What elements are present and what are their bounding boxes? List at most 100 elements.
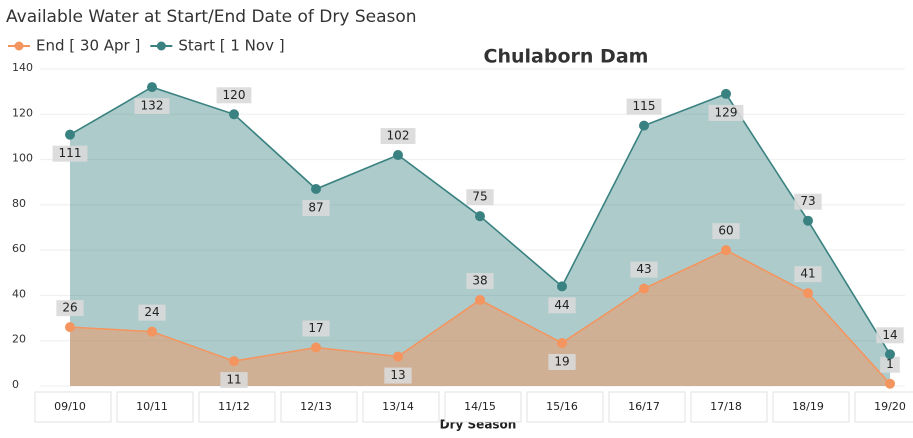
point [885, 349, 895, 360]
data-label: 120 [223, 88, 246, 102]
area [70, 250, 890, 386]
data-label: 111 [59, 146, 82, 160]
data-label-bg [56, 300, 84, 317]
data-label: 38 [472, 273, 487, 287]
x-tick-box [526, 391, 604, 423]
x-tick-box [34, 391, 112, 423]
y-tick-label: 140 [12, 61, 33, 74]
data-label-bg [302, 320, 330, 337]
data-label: 11 [226, 373, 241, 387]
data-label-bg [216, 87, 252, 104]
data-label-group: 44 [548, 297, 576, 314]
x-tick-box [608, 391, 686, 423]
data-label: 75 [472, 190, 487, 204]
data-label-group: 75 [466, 189, 494, 206]
data-label: 17 [308, 321, 323, 335]
x-tick-box [444, 391, 522, 423]
point [557, 337, 567, 348]
y-tick-label: 100 [12, 152, 33, 165]
data-label: 24 [144, 305, 159, 319]
y-tick-label: 40 [12, 287, 26, 300]
legend-marker [14, 41, 24, 51]
data-label-bg [876, 327, 904, 344]
x-tick-label: 09/10 [54, 400, 86, 413]
data-label-group: 115 [626, 98, 662, 115]
data-label-group: 43 [630, 261, 658, 278]
point [311, 184, 321, 195]
point [639, 120, 649, 131]
data-label-bg [466, 189, 494, 206]
x-tick-box [116, 391, 194, 423]
data-label-group: 111 [52, 145, 88, 162]
point [885, 378, 895, 389]
chart-title: Available Water at Start/End Date of Dry… [6, 7, 417, 27]
data-label: 129 [715, 105, 738, 119]
point [393, 351, 403, 362]
data-label-group: 129 [708, 104, 744, 121]
data-label-group: 11 [220, 372, 248, 389]
data-label: 132 [141, 99, 164, 113]
point [229, 356, 239, 367]
data-label: 26 [62, 301, 77, 315]
point [229, 109, 239, 120]
x-tick-label: 13/14 [382, 400, 414, 413]
x-tick-label: 10/11 [136, 400, 168, 413]
data-label-group: 1 [880, 356, 900, 373]
x-tick-box [772, 391, 850, 423]
data-label-bg [548, 297, 576, 314]
data-label: 87 [308, 201, 323, 215]
data-label-bg [630, 261, 658, 278]
data-label-bg [708, 104, 744, 121]
point [65, 129, 75, 140]
data-label-bg [880, 356, 900, 373]
point [803, 288, 813, 299]
y-tick-label: 120 [12, 106, 33, 119]
data-label: 43 [636, 262, 651, 276]
data-label-group: 14 [876, 327, 904, 344]
data-label: 60 [718, 224, 733, 238]
data-label-group: 60 [712, 223, 740, 240]
data-label: 14 [882, 328, 897, 342]
x-tick-label: 14/15 [464, 400, 496, 413]
y-tick-label: 60 [12, 242, 26, 255]
data-label-bg [52, 145, 88, 162]
data-label-bg [626, 98, 662, 115]
data-label-group: 24 [138, 304, 166, 321]
data-label-group: 19 [548, 353, 576, 370]
y-tick-label: 20 [12, 333, 26, 346]
x-tick-label: 19/20 [874, 400, 906, 413]
point [475, 294, 485, 305]
data-label: 102 [387, 129, 410, 143]
data-label-group: 26 [56, 300, 84, 317]
x-tick-box [280, 391, 358, 423]
point [65, 322, 75, 333]
data-label-group: 132 [134, 98, 170, 115]
data-label-bg [548, 353, 576, 370]
data-label-bg [384, 367, 412, 384]
y-tick-label: 0 [12, 378, 19, 391]
y-tick-label: 80 [12, 197, 26, 210]
legend-label: End [ 30 Apr ] [36, 37, 140, 55]
point [147, 326, 157, 337]
x-tick-box [198, 391, 276, 423]
data-label: 44 [554, 298, 569, 312]
data-label: 41 [800, 267, 815, 281]
point [639, 283, 649, 294]
point [393, 150, 403, 161]
x-tick-label: 16/17 [628, 400, 660, 413]
x-tick-label: 17/18 [710, 400, 742, 413]
data-label-group: 41 [794, 266, 822, 283]
data-label-group: 13 [384, 367, 412, 384]
point [557, 281, 567, 292]
data-label-bg [302, 200, 330, 217]
data-label-bg [138, 304, 166, 321]
data-label-bg [380, 128, 416, 145]
point [147, 82, 157, 93]
x-tick-label: 11/12 [218, 400, 250, 413]
x-tick-box [690, 391, 768, 423]
legend-label: Start [ 1 Nov ] [178, 37, 284, 55]
point [803, 215, 813, 226]
data-label-group: 17 [302, 320, 330, 337]
data-label-bg [794, 266, 822, 283]
